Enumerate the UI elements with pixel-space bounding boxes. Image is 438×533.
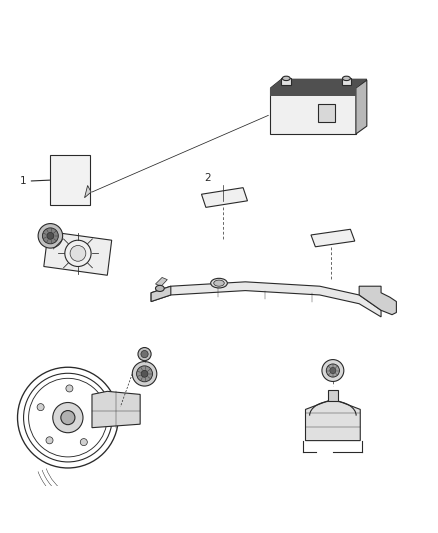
- Polygon shape: [270, 79, 367, 96]
- Circle shape: [141, 370, 148, 377]
- Circle shape: [141, 351, 148, 358]
- Circle shape: [326, 364, 339, 377]
- Polygon shape: [270, 88, 356, 96]
- Circle shape: [37, 403, 44, 410]
- Polygon shape: [305, 399, 360, 441]
- Circle shape: [330, 367, 336, 374]
- Circle shape: [42, 228, 58, 244]
- Polygon shape: [201, 188, 247, 207]
- Circle shape: [61, 410, 75, 425]
- Polygon shape: [311, 229, 355, 247]
- Circle shape: [46, 437, 53, 444]
- Ellipse shape: [211, 278, 227, 288]
- Ellipse shape: [343, 76, 350, 80]
- Ellipse shape: [155, 285, 164, 292]
- Circle shape: [47, 232, 54, 239]
- Text: 2: 2: [205, 173, 212, 183]
- Bar: [318, 104, 335, 122]
- Polygon shape: [85, 185, 91, 198]
- Bar: [328, 390, 338, 401]
- Circle shape: [38, 223, 63, 248]
- Circle shape: [66, 385, 73, 392]
- Polygon shape: [151, 282, 381, 317]
- Bar: [342, 78, 351, 85]
- Polygon shape: [356, 80, 367, 134]
- Ellipse shape: [282, 76, 290, 80]
- Ellipse shape: [214, 280, 224, 286]
- Polygon shape: [270, 88, 356, 134]
- Circle shape: [92, 407, 99, 414]
- Polygon shape: [92, 391, 140, 427]
- Circle shape: [137, 366, 152, 382]
- Bar: [50, 155, 90, 205]
- Circle shape: [322, 360, 344, 382]
- Circle shape: [53, 402, 83, 433]
- Polygon shape: [359, 286, 396, 314]
- Polygon shape: [151, 286, 171, 302]
- Circle shape: [65, 240, 91, 266]
- Circle shape: [138, 348, 151, 361]
- Bar: [281, 78, 291, 85]
- Polygon shape: [44, 231, 112, 275]
- Polygon shape: [155, 278, 167, 286]
- Circle shape: [70, 246, 86, 261]
- Polygon shape: [270, 79, 367, 88]
- Text: 1: 1: [20, 176, 26, 186]
- Circle shape: [80, 439, 87, 446]
- Circle shape: [132, 361, 157, 386]
